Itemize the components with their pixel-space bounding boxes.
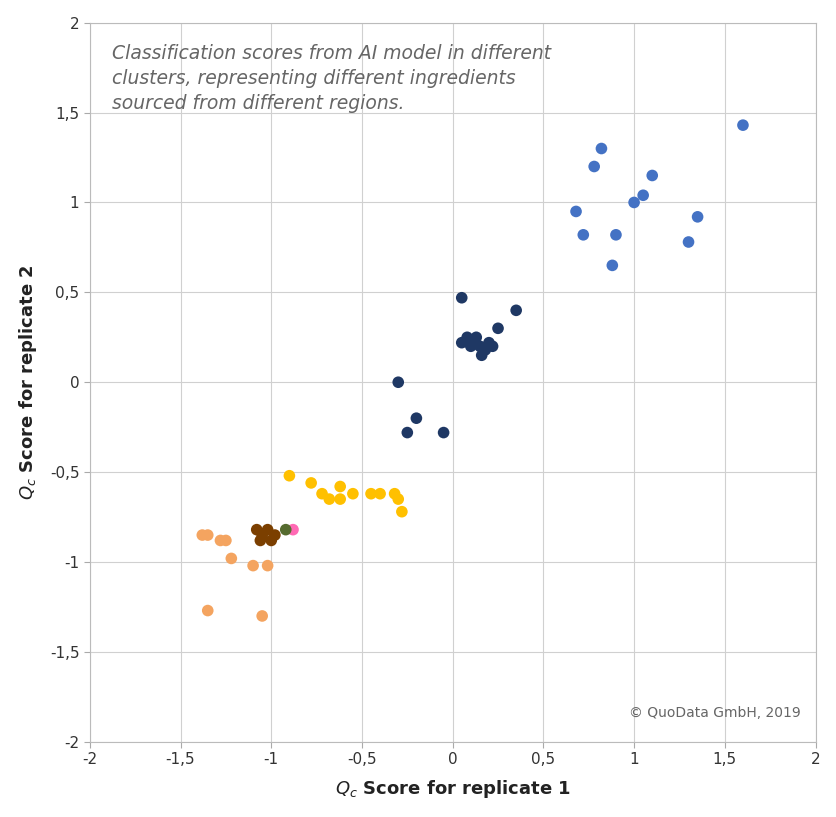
Point [482,336,495,349]
Y-axis label: $Q_c$ Score for replicate 2: $Q_c$ Score for replicate 2 [17,265,38,500]
Point [268,529,281,542]
Point [201,604,214,617]
Point [409,412,422,425]
Point [400,426,414,439]
Point [333,480,346,493]
Point [250,523,263,536]
Point [455,291,468,304]
Point [464,340,477,353]
Point [261,523,274,536]
Point [224,552,237,565]
Point [304,476,318,489]
Point [645,169,658,182]
Point [387,487,400,500]
Point [219,534,232,547]
Text: © QuoData GmbH, 2019: © QuoData GmbH, 2019 [629,706,800,721]
Point [460,331,473,344]
Point [261,559,274,572]
Point [391,376,405,389]
Point [196,529,209,542]
Point [283,469,296,482]
Point [246,559,259,572]
Point [690,210,703,223]
Point [455,336,468,349]
Point [373,487,386,500]
Point [576,228,589,241]
Point [486,340,499,353]
Point [315,487,329,500]
Point [364,487,377,500]
Point [436,426,450,439]
Point [346,487,359,500]
Point [264,534,278,547]
Point [201,529,214,542]
Point [609,228,622,241]
Point [467,336,481,349]
Point [681,235,695,248]
Point [469,331,482,344]
X-axis label: $Q_c$ Score for replicate 1: $Q_c$ Score for replicate 1 [334,779,570,801]
Point [472,340,486,353]
Point [594,142,608,155]
Point [213,534,227,547]
Point [253,534,267,547]
Text: Classification scores from AI model in different
clusters, representing differen: Classification scores from AI model in d… [111,44,550,114]
Point [255,609,268,623]
Point [568,205,582,218]
Point [278,523,292,536]
Point [605,259,619,272]
Point [255,529,268,542]
Point [391,493,405,506]
Point [478,343,492,356]
Point [509,304,522,317]
Point [635,189,649,202]
Point [736,118,749,132]
Point [333,493,346,506]
Point [475,349,488,362]
Point [627,196,640,209]
Point [395,505,408,518]
Point [286,523,299,536]
Point [322,493,335,506]
Point [587,160,600,173]
Point [491,322,504,335]
